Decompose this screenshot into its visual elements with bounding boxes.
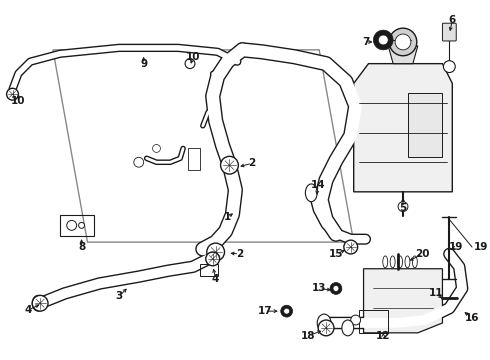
Ellipse shape [383,256,388,268]
Ellipse shape [405,256,410,268]
Text: 10: 10 [11,96,25,106]
Text: 14: 14 [311,180,325,190]
Ellipse shape [397,256,402,268]
Text: 4: 4 [212,274,220,284]
Text: 2: 2 [248,158,256,168]
Text: 19: 19 [449,242,464,252]
Circle shape [206,252,220,266]
Circle shape [344,240,358,254]
Text: 15: 15 [329,249,343,259]
Text: 4: 4 [24,305,32,315]
Circle shape [281,305,293,317]
Circle shape [378,35,388,45]
Text: 18: 18 [301,331,316,341]
Text: 8: 8 [78,242,85,252]
Circle shape [284,308,290,314]
Circle shape [318,320,334,336]
Circle shape [395,34,411,50]
FancyBboxPatch shape [442,23,456,41]
Circle shape [32,295,48,311]
Text: 17: 17 [258,306,272,316]
Text: 13: 13 [312,283,326,293]
Ellipse shape [390,256,395,268]
Polygon shape [388,46,418,64]
Text: 20: 20 [416,249,430,259]
Text: 12: 12 [376,331,391,341]
Circle shape [351,315,361,325]
Text: 2: 2 [236,249,243,259]
Circle shape [373,30,393,50]
Text: 3: 3 [115,291,122,301]
Ellipse shape [413,256,417,268]
Circle shape [6,88,19,100]
Text: 9: 9 [140,59,147,69]
Circle shape [443,61,455,72]
Circle shape [333,285,339,292]
Circle shape [78,222,84,228]
Circle shape [207,243,224,261]
Polygon shape [354,64,452,192]
FancyBboxPatch shape [408,93,442,157]
Circle shape [220,156,238,174]
Circle shape [67,220,76,230]
Text: 5: 5 [399,203,407,213]
Text: 1: 1 [224,212,231,222]
Ellipse shape [342,320,354,336]
Circle shape [398,202,408,212]
Circle shape [134,157,144,167]
Text: 16: 16 [465,313,479,323]
Text: 7: 7 [362,37,369,47]
Circle shape [389,28,417,56]
Circle shape [330,283,342,294]
Circle shape [185,59,195,68]
Text: 19: 19 [474,242,489,252]
Text: 10: 10 [186,52,200,62]
Ellipse shape [32,295,44,311]
Ellipse shape [317,314,331,332]
Text: 6: 6 [449,15,456,25]
Text: 11: 11 [429,288,444,298]
Polygon shape [364,269,442,333]
Ellipse shape [305,184,317,202]
Circle shape [152,144,160,152]
